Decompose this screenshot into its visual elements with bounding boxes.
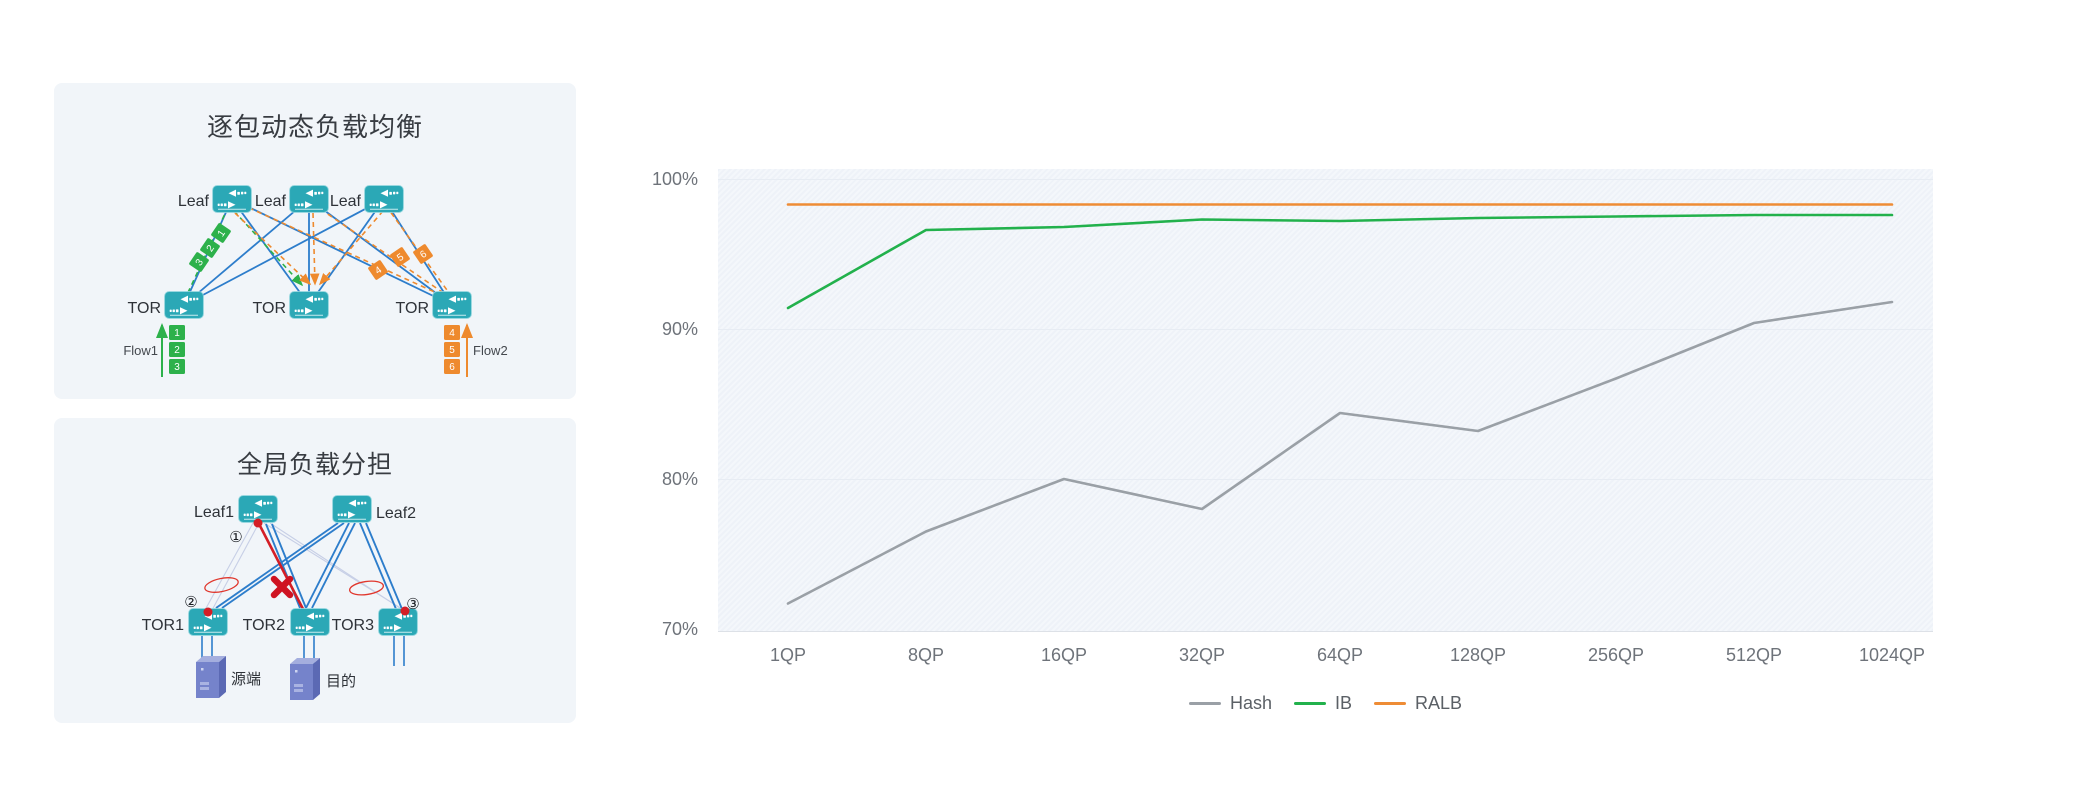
- tor3-label: TOR3: [332, 617, 374, 634]
- tor1-label: TOR: [128, 300, 161, 317]
- leaf3-label: Leaf: [330, 193, 362, 210]
- idle-path-highlight-left: [204, 577, 239, 593]
- legend-label-ib: IB: [1334, 692, 1352, 713]
- tor1-label: TOR1: [142, 617, 184, 634]
- leaf2-label: Leaf2: [376, 505, 416, 522]
- flow2-packets-inflight: 4 5 6: [368, 244, 433, 280]
- idle-path-highlight-right: [348, 580, 385, 596]
- source-label: 源端: [231, 671, 261, 688]
- svg-text:5: 5: [449, 345, 455, 356]
- svg-text:4: 4: [373, 265, 384, 277]
- tor2-label: TOR2: [243, 617, 285, 634]
- svg-text:6: 6: [449, 362, 455, 373]
- tor2-label: TOR: [253, 300, 286, 317]
- destination-server-icon: [290, 658, 320, 700]
- leaf3-switch-icon: [364, 185, 404, 213]
- leaf1-label: Leaf: [178, 193, 210, 210]
- x-tick-label-512qp: 512QP: [1725, 645, 1783, 665]
- flow1-label: Flow1: [123, 343, 158, 358]
- source-server-icon: [196, 656, 226, 698]
- panel-packet-load-balancing: 逐包动态负载均衡: [54, 83, 576, 399]
- step-marker-3: ③: [406, 596, 419, 613]
- svg-text:2: 2: [205, 243, 217, 254]
- legend-swatch-hash: [1188, 701, 1221, 705]
- svg-text:4: 4: [449, 328, 455, 339]
- tor1-switch-icon: [164, 291, 204, 319]
- gridline-80: [718, 479, 1933, 480]
- x-tick-label-256qp: 256QP: [1587, 645, 1645, 665]
- y-tick-label-80: 80%: [661, 469, 698, 489]
- legend-item-ib: IB: [1293, 692, 1352, 714]
- panel-global-load-sharing: 全局负载分担: [54, 418, 576, 723]
- y-tick-label-100: 100%: [651, 169, 698, 189]
- leaf2-label: Leaf: [255, 193, 287, 210]
- leaf2-switch-icon: [289, 185, 329, 213]
- svg-text:3: 3: [194, 257, 206, 268]
- failure-x-icon: [270, 575, 294, 599]
- svg-text:6: 6: [418, 249, 429, 261]
- y-tick-label-70: 70%: [661, 619, 698, 639]
- tor2-switch-icon: [289, 291, 329, 319]
- series-line-ib: [786, 213, 1894, 310]
- legend-label-hash: Hash: [1229, 692, 1272, 713]
- x-tick-label-8qp: 8QP: [907, 645, 945, 665]
- legend-item-hash: Hash: [1188, 692, 1272, 714]
- gridline-100: [718, 179, 1933, 180]
- x-tick-label-64qp: 64QP: [1316, 645, 1364, 665]
- svg-text:3: 3: [174, 362, 180, 373]
- x-tick-label-1024qp: 1024QP: [1858, 645, 1926, 665]
- chart-plot-area: [718, 169, 1933, 632]
- legend-item-ralb: RALB: [1374, 693, 1462, 714]
- svg-text:1: 1: [174, 328, 180, 339]
- flow2-label: Flow2: [473, 343, 508, 358]
- series-line-hash: [786, 300, 1894, 605]
- leaf1-switch-icon: [238, 495, 278, 523]
- leaf2-switch-icon: [332, 495, 372, 523]
- x-tick-label-128qp: 128QP: [1449, 645, 1507, 665]
- chart-series-lines: [786, 203, 1894, 605]
- fault-port-dots: [203, 518, 410, 617]
- x-tick-label-1qp: 1QP: [769, 645, 807, 665]
- leaf1-switch-icon: [212, 185, 252, 213]
- step-marker-1: ①: [229, 529, 242, 546]
- chart-x-axis-labels: 1QP 8QP 16QP 32QP 64QP 128QP 256QP 512QP 1024QP: [718, 645, 1933, 669]
- step-marker-2: ②: [184, 594, 197, 611]
- panel-global-title: 全局负载分担: [236, 451, 393, 479]
- x-tick-label-32qp: 32QP: [1178, 645, 1226, 665]
- dest-label: 目的: [326, 673, 356, 690]
- svg-text:1: 1: [216, 228, 228, 239]
- flow1-queue: 1 2 3 Flow1: [123, 323, 185, 377]
- active-links: [215, 522, 403, 610]
- leaf1-label: Leaf1: [194, 504, 234, 521]
- tor3-switch-icon: [432, 291, 472, 319]
- chart-y-axis-labels: 100% 90% 80% 70%: [598, 169, 708, 639]
- leaf-tor-mesh-links: [183, 198, 453, 306]
- tor2-switch-icon: [290, 608, 330, 636]
- flow2-queue: 4 5 6 Flow2: [444, 323, 508, 377]
- legend-swatch-ib: [1293, 701, 1326, 705]
- svg-text:2: 2: [174, 345, 180, 356]
- flow1-packets-inflight: 1 2 3: [189, 223, 231, 272]
- gridline-90: [718, 329, 1933, 330]
- chart-legend: Hash IB RALB: [718, 692, 1933, 714]
- tor3-label: TOR: [396, 300, 429, 317]
- x-tick-label-16qp: 16QP: [1040, 645, 1088, 665]
- legend-label-ralb: RALB: [1415, 692, 1463, 713]
- packet-lb-diagram: Leaf Leaf Leaf TOR TOR TOR 1 2 3 4 5 6 1: [123, 185, 508, 377]
- global-lb-diagram: ① ② ③ Leaf1 Leaf2 TOR1 TOR2 TOR3: [142, 495, 420, 700]
- svg-text:5: 5: [395, 252, 406, 264]
- y-tick-label-90: 90%: [661, 319, 698, 339]
- legend-swatch-ralb: [1374, 701, 1406, 705]
- panel-packet-title: 逐包动态负载均衡: [206, 112, 423, 142]
- failed-link: [256, 521, 305, 610]
